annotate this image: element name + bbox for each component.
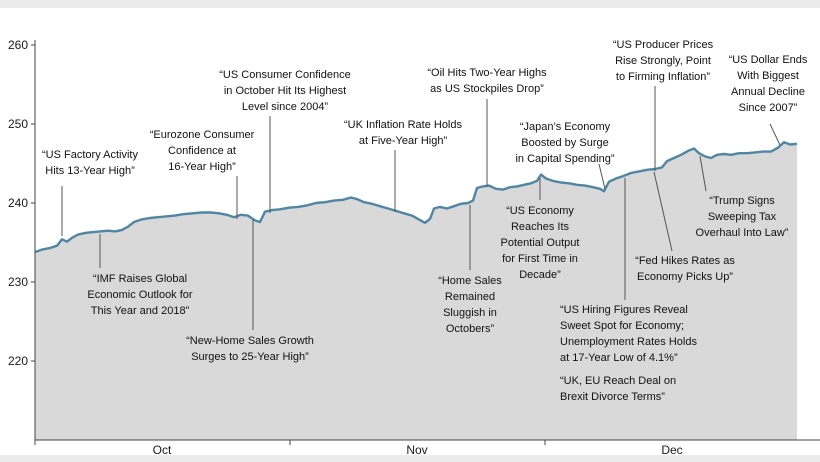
annotation-text: “Fed Hikes Rates as Economy Picks Up” [635, 255, 735, 283]
x-axis-label: Nov [406, 443, 427, 457]
annotation-text: “US Dollar Ends With Biggest Annual Declin… [729, 54, 808, 114]
y-axis-label: 260 [8, 38, 28, 52]
annotation-text: “US Economy Reaches Its Potential Output fo… [501, 205, 580, 281]
annotation-text: “US Producer Prices Rise Strongly, Point t… [613, 39, 714, 83]
x-axis-label: Oct [153, 443, 172, 457]
annotation-text: “UK Inflation Rate Holds at Five-Year Hig… [344, 119, 462, 147]
x-axis-label: Dec [661, 443, 682, 457]
bottom-edge-strip [0, 455, 820, 462]
annotation-text: “UK, EU Reach Deal on Brexit Divorce Term… [560, 375, 676, 403]
y-axis-label: 230 [8, 275, 28, 289]
y-axis-label: 220 [8, 354, 28, 368]
annotation-text: “US Factory Activity Hits 13-Year High” [42, 149, 138, 177]
annotation-leader-line [699, 155, 707, 192]
y-axis-label: 240 [8, 196, 28, 210]
annotation-leader-line [598, 163, 606, 190]
top-edge-strip [0, 0, 820, 8]
annotation-text: “IMF Raises Global Economic Outlook for Th… [87, 273, 192, 317]
annotation-text: “Trump Signs Sweeping Tax Overhaul Into La… [696, 195, 789, 239]
annotation-text: “US Hiring Figures Reveal Sweet Spot for … [560, 304, 697, 364]
annotation-leader-line [653, 171, 673, 252]
annotation-text: “Oil Hits Two-Year Highs as US Stockpiles… [427, 67, 547, 95]
annotation-text: “Home Sales Remained Sluggish in Octobers” [438, 275, 502, 335]
annotation-leader-line [769, 123, 781, 146]
series-area [35, 142, 797, 440]
annotation-text: “Eurozone Consumer Confidence at 16-Year H… [150, 129, 255, 173]
annotation-text: “Japan’s Economy Boosted by Surge in Capit… [515, 121, 614, 165]
series-line [34, 141, 798, 254]
y-axis-label: 250 [8, 117, 28, 131]
annotation-text: “US Consumer Confidence in October Hit It… [219, 69, 350, 113]
annotation-text: “New-Home Sales Growth Surges to 25-Year … [186, 335, 314, 363]
